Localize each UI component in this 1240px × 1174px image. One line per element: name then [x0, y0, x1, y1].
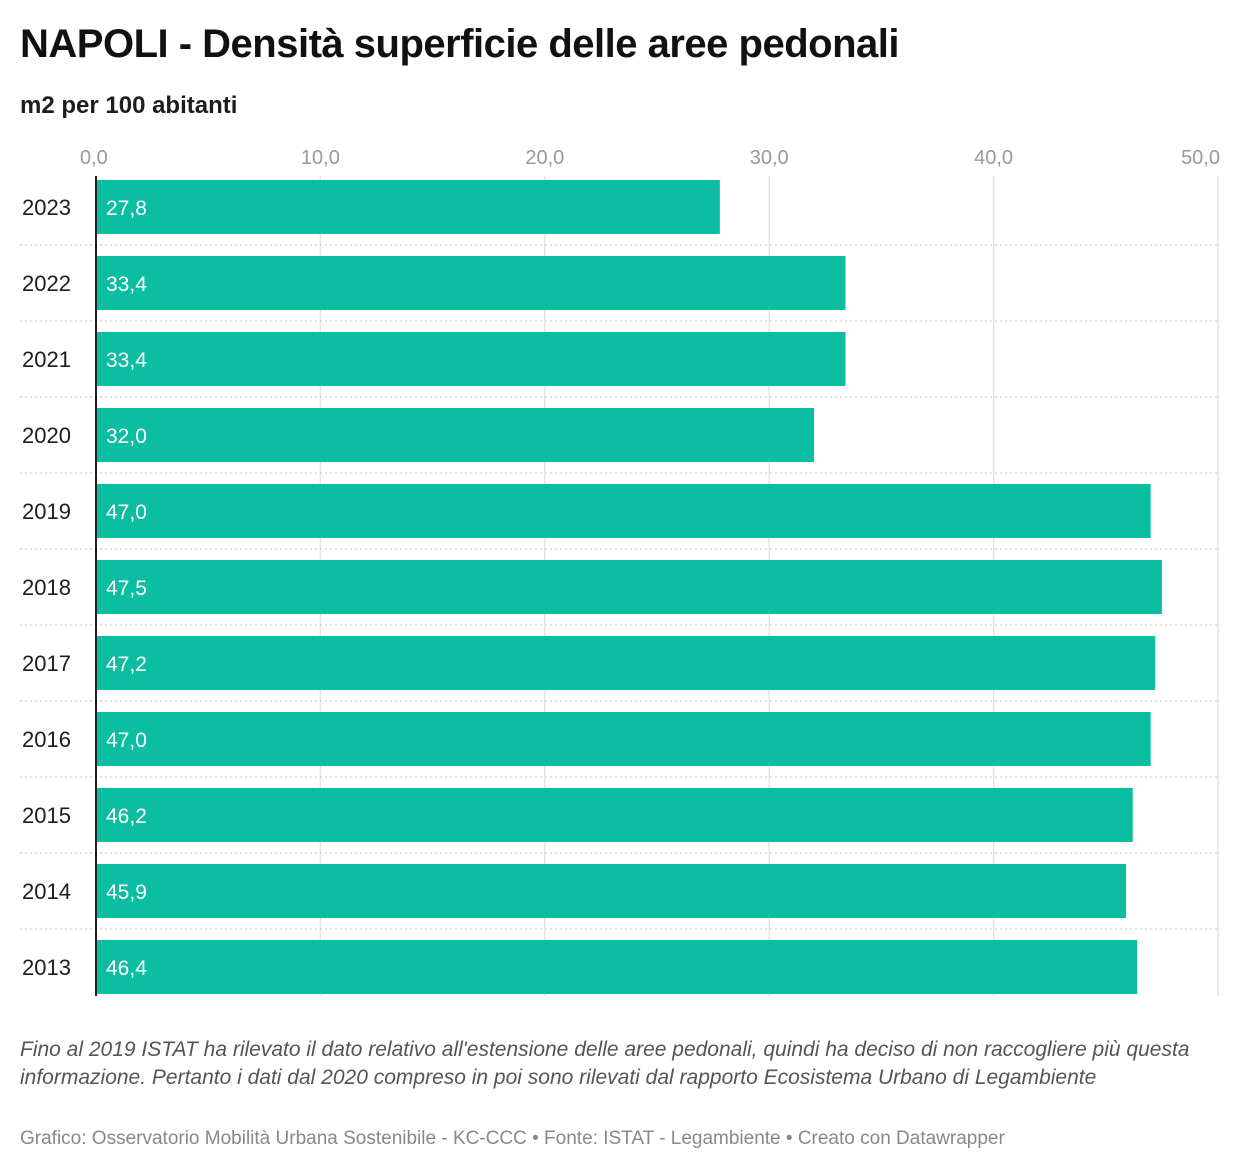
chart-credit: Grafico: Osservatorio Mobilità Urbana So…: [20, 1128, 1005, 1149]
bar-chart: 0,0 10,0 20,0 30,0 40,0 50,0 2023 27,8 2022 33,4 2…: [20, 147, 1220, 996]
bar-value-label: 46,4: [106, 957, 147, 980]
bar: [96, 636, 1156, 690]
bar: [96, 484, 1151, 538]
x-tick-label: 40,0: [974, 147, 1013, 169]
category-label: 2020: [22, 423, 71, 448]
category-label: 2013: [22, 955, 71, 980]
x-tick-label: 10,0: [301, 147, 340, 169]
category-label: 2021: [22, 347, 71, 372]
bar: [96, 788, 1133, 842]
bar-value-label: 45,9: [106, 881, 147, 904]
bar: [96, 180, 720, 234]
bar-value-label: 32,0: [106, 425, 147, 448]
bar-value-label: 33,4: [106, 349, 147, 372]
category-label: 2018: [22, 575, 71, 600]
bar-value-label: 47,2: [106, 653, 147, 676]
bar: [96, 712, 1151, 766]
chart-note: Fino al 2019 ISTAT ha rilevato il dato r…: [20, 1038, 1190, 1089]
category-label: 2023: [22, 195, 71, 220]
bar-value-label: 33,4: [106, 273, 147, 296]
bar-value-label: 47,5: [106, 577, 147, 600]
bar-value-label: 27,8: [106, 197, 147, 220]
bar: [96, 408, 815, 462]
x-tick-label: 0,0: [80, 147, 108, 169]
bar: [96, 560, 1162, 614]
category-label: 2022: [22, 271, 71, 296]
category-label: 2015: [22, 803, 71, 828]
bar: [96, 940, 1138, 994]
bar-value-label: 47,0: [106, 501, 147, 524]
bar: [96, 332, 846, 386]
bar: [96, 864, 1126, 918]
bar: [96, 256, 846, 310]
chart-subtitle: m2 per 100 abitanti: [20, 92, 238, 119]
x-tick-label: 50,0: [1181, 147, 1220, 169]
chart-title: NAPOLI - Densità superficie delle aree p…: [20, 22, 899, 66]
bar-value-label: 46,2: [106, 805, 147, 828]
category-label: 2016: [22, 727, 71, 752]
category-label: 2019: [22, 499, 71, 524]
x-tick-label: 30,0: [750, 147, 789, 169]
bar-value-label: 47,0: [106, 729, 147, 752]
x-tick-label: 20,0: [525, 147, 564, 169]
category-label: 2014: [22, 879, 71, 904]
category-label: 2017: [22, 651, 71, 676]
